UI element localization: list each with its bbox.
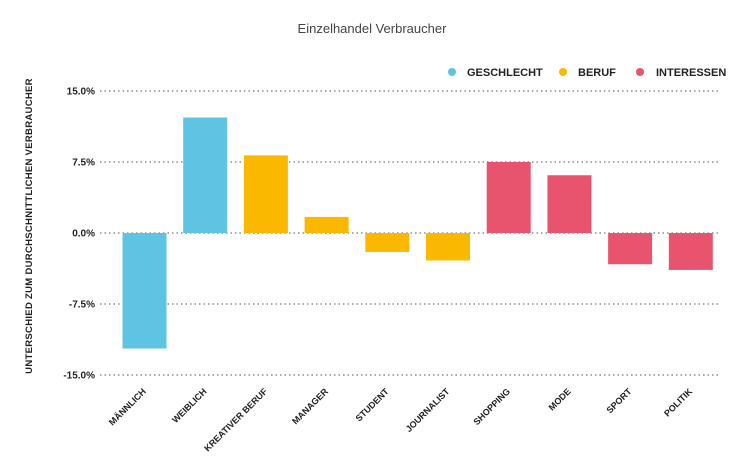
bar-manager: [304, 216, 349, 233]
legend-swatch: [636, 68, 644, 76]
chart-title: Einzelhandel Verbraucher: [298, 21, 448, 36]
y-tick-label: -7.5%: [69, 300, 95, 311]
x-tick-label: MÄNNLICH: [107, 386, 148, 427]
x-tick-label: KREATIVER BERUF: [202, 386, 269, 453]
legend-label: INTERESSEN: [656, 67, 726, 79]
legend-swatch: [448, 68, 456, 76]
y-tick-label: 15.0%: [67, 87, 95, 98]
bar-politik: [668, 233, 713, 270]
bar-männlich: [122, 233, 167, 349]
x-tick-label: POLITIK: [662, 386, 695, 419]
legend-swatch: [559, 68, 567, 76]
y-axis-label: UNTERSCHIED ZUM DURCHSCHNITTLICHEN VERBR…: [24, 78, 35, 374]
x-tick-label: MANAGER: [290, 386, 330, 426]
x-tick-label: WEIBLICH: [170, 386, 209, 425]
bar-shopping: [486, 162, 531, 233]
x-tick-label: JOURNALIST: [404, 386, 452, 434]
bar-kreativer-beruf: [243, 155, 288, 233]
y-tick-label: 0.0%: [72, 229, 95, 240]
x-tick-label: MODE: [547, 386, 573, 412]
x-tick-label: SPORT: [605, 386, 634, 415]
bar-sport: [608, 233, 653, 265]
bar-weiblich: [183, 117, 228, 233]
y-tick-label: -15.0%: [63, 371, 95, 382]
bar-mode: [547, 175, 592, 233]
bar-student: [365, 233, 410, 252]
y-axis-ticks: 15.0% 7.5% 0.0% -7.5% -15.0%: [63, 87, 95, 382]
y-tick-label: 7.5%: [72, 158, 95, 169]
legend-label: GESCHLECHT: [467, 67, 543, 79]
x-tick-label: SHOPPING: [471, 386, 512, 427]
bar-journalist: [426, 233, 470, 261]
legend: GESCHLECHT BERUF INTERESSEN: [448, 67, 726, 79]
legend-label: BERUF: [578, 67, 616, 79]
x-tick-label: STUDENT: [354, 386, 391, 423]
bars: [122, 117, 713, 349]
